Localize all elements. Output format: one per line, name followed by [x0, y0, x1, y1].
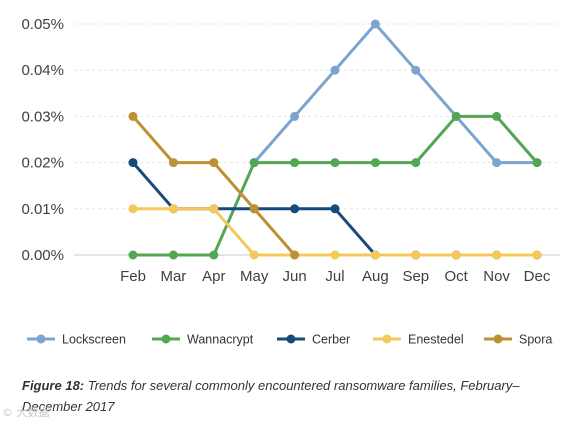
- y-tick-label: 0.05%: [21, 16, 64, 33]
- x-tick-label: Nov: [483, 268, 510, 285]
- grid-lines: [74, 23, 560, 256]
- data-point: [411, 250, 421, 260]
- series-line: [252, 22, 539, 165]
- data-point: [290, 204, 300, 214]
- series-wannacrypt: [128, 111, 542, 260]
- data-point: [168, 204, 178, 214]
- watermark-text: © 大数据: [2, 406, 50, 419]
- legend-label: Enestedel: [408, 333, 464, 347]
- data-point: [209, 158, 219, 168]
- series-lockscreen: [249, 19, 542, 168]
- series-line: [131, 114, 297, 257]
- data-point: [370, 250, 380, 260]
- x-tick-label: Oct: [445, 268, 469, 285]
- legend: Lockscreen Wannacrypt Cerber Enestedel Spora: [27, 333, 552, 347]
- data-point: [249, 158, 259, 168]
- x-tick-label: Sep: [402, 268, 429, 285]
- data-point: [532, 250, 542, 260]
- data-point: [168, 158, 178, 168]
- legend-swatch-marker: [286, 334, 296, 344]
- data-point: [209, 204, 219, 214]
- legend-label: Spora: [519, 333, 552, 347]
- x-tick-label: Feb: [120, 268, 146, 285]
- y-tick-label: 0.00%: [21, 247, 64, 264]
- data-point: [330, 65, 340, 75]
- legend-item-wannacrypt: Wannacrypt: [152, 333, 254, 347]
- x-tick-label: May: [240, 268, 269, 285]
- y-tick-label: 0.01%: [21, 201, 64, 218]
- data-point: [330, 250, 340, 260]
- caption-text: Trends for several commonly encountered …: [22, 378, 520, 414]
- data-point: [451, 111, 461, 121]
- legend-swatch-marker: [382, 334, 392, 344]
- legend-swatch-marker: [161, 334, 171, 344]
- data-point: [249, 204, 259, 214]
- series-line: [131, 114, 539, 257]
- data-point: [290, 250, 300, 260]
- data-point: [168, 250, 178, 260]
- series-lines: [128, 19, 542, 260]
- caption-label: Figure 18:: [22, 378, 85, 393]
- legend-item-enestedel: Enestedel: [373, 333, 464, 347]
- x-tick-label: Jul: [325, 268, 344, 285]
- data-point: [128, 158, 138, 168]
- legend-item-lockscreen: Lockscreen: [27, 333, 126, 347]
- data-point: [128, 250, 138, 260]
- series-spora: [128, 111, 300, 260]
- axes: 0.00% 0.01% 0.02% 0.03% 0.04% 0.05% Feb Mar Apr M…: [21, 16, 550, 285]
- data-point: [290, 158, 300, 168]
- data-point: [249, 250, 259, 260]
- legend-item-cerber: Cerber: [277, 333, 350, 347]
- data-point: [290, 111, 300, 121]
- legend-item-spora: Spora: [484, 333, 552, 347]
- legend-swatch-marker: [36, 334, 46, 344]
- y-tick-label: 0.03%: [21, 108, 64, 125]
- data-point: [330, 158, 340, 168]
- data-point: [370, 19, 380, 29]
- legend-label: Wannacrypt: [187, 333, 254, 347]
- x-tick-label: Apr: [202, 268, 225, 285]
- y-tick-label: 0.02%: [21, 155, 64, 172]
- data-point: [492, 158, 502, 168]
- legend-label: Cerber: [312, 333, 350, 347]
- x-tick-label: Aug: [362, 268, 389, 285]
- x-tick-label: Dec: [524, 268, 551, 285]
- x-tick-label: Jun: [283, 268, 307, 285]
- data-point: [128, 204, 138, 214]
- figure-caption: Figure 18: Trends for several commonly e…: [22, 375, 562, 417]
- x-tick-label: Mar: [160, 268, 186, 285]
- data-point: [532, 158, 542, 168]
- data-point: [330, 204, 340, 214]
- data-point: [128, 111, 138, 121]
- data-point: [209, 250, 219, 260]
- data-point: [451, 250, 461, 260]
- series-line: [131, 207, 539, 257]
- data-point: [411, 65, 421, 75]
- series-enestedel: [128, 204, 542, 260]
- data-point: [370, 158, 380, 168]
- legend-swatch-marker: [493, 334, 503, 344]
- data-point: [411, 158, 421, 168]
- y-tick-label: 0.04%: [21, 62, 64, 79]
- legend-label: Lockscreen: [62, 333, 126, 347]
- data-point: [492, 250, 502, 260]
- data-point: [492, 111, 502, 121]
